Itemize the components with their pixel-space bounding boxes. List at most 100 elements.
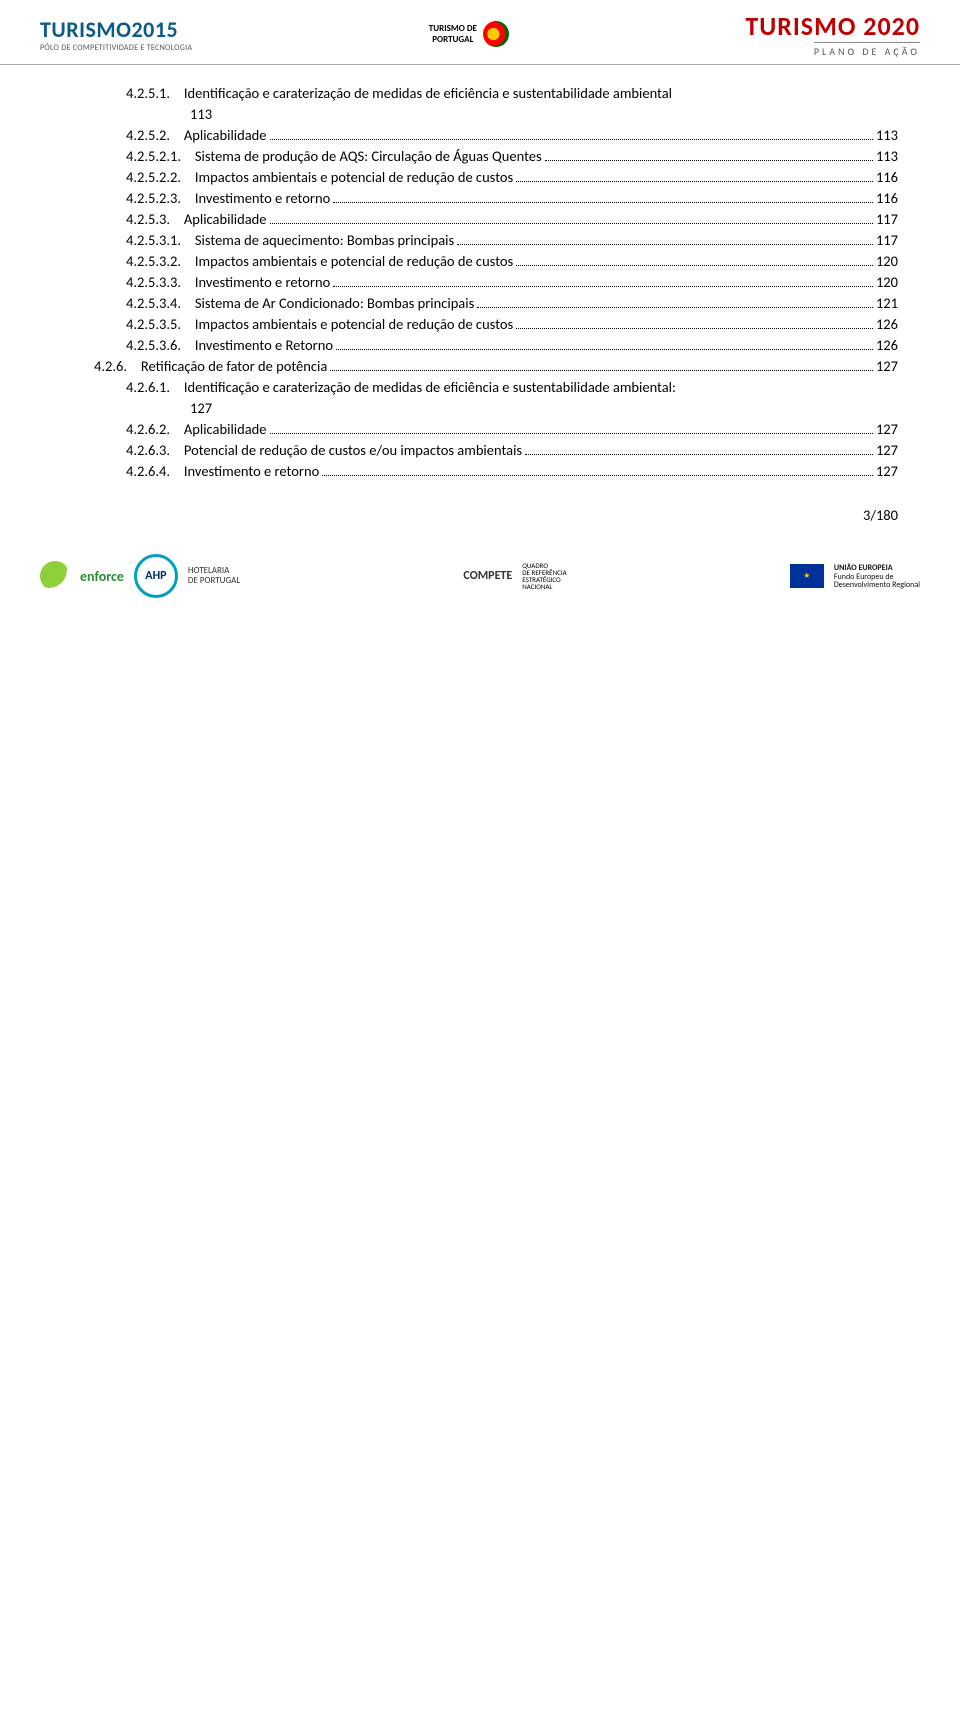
toc-extra-page: 127 [126,398,212,419]
toc-title: Impactos ambientais e potencial de reduç… [181,314,513,335]
toc-num: 4.2.5.2.2. [126,167,181,188]
hotelaria-text: HOTELARIA DE PORTUGAL [188,566,240,586]
toc-page: 117 [876,209,898,230]
toc-dots [333,286,873,287]
toc-title: Impactos ambientais e potencial de reduç… [181,251,513,272]
toc-num: 4.2.5.3.4. [126,293,181,314]
mid-top: TURISMO DE [429,23,477,34]
page-header: TURISMO2015 PÓLO DE COMPETITIVIDADE E TE… [0,0,960,65]
toc-num: 4.2.5.2.1. [126,146,181,167]
toc-title: Investimento e Retorno [181,335,333,356]
toc-num: 4.2.5.2. [126,125,170,146]
toc-dots [477,307,873,308]
toc-page: 127 [876,440,898,461]
enforce-logo: enforce [80,568,124,585]
toc-title: Sistema de aquecimento: Bombas principai… [181,230,454,251]
toc-title: Potencial de redução de custos e/ou impa… [170,440,522,461]
header-right-sub: PLANO DE AÇÃO [814,42,920,58]
toc-page: 126 [876,314,898,335]
toc-page: 120 [876,272,898,293]
toc-dots [516,181,873,182]
toc-num: 4.2.6.1. [126,377,170,398]
toc-entry: 4.2.5.2.1. Sistema de produção de AQS: C… [62,146,898,167]
toc-num: 4.2.5.3.3. [126,272,181,293]
toc-entry: 4.2.6.4. Investimento e retorno 127 [62,461,898,482]
toc-entry: 4.2.5.3. Aplicabilidade117 [62,209,898,230]
portugal-flag-icon [483,21,509,47]
toc-page: 113 [876,125,898,146]
toc-dots [333,202,873,203]
brand-text: TURISMO [40,16,132,43]
toc-num: 4.2.5.1. [126,83,170,104]
toc-entry: 4.2.5.2. Aplicabilidade 113 [62,125,898,146]
toc-dots [457,244,873,245]
fundo2: Desenvolvimento Regional [834,581,920,590]
footer-right: UNIÃO EUROPEIA Fundo Europeu de Desenvol… [790,563,920,591]
toc-page: 117 [876,230,898,251]
toc-dots [322,475,873,476]
toc-entry-extra: 127 [62,398,898,419]
footer-left: enforce AHP HOTELARIA DE PORTUGAL [40,554,240,598]
compete-logo: COMPETE [463,569,512,583]
toc-num: 4.2.5.3.2. [126,251,181,272]
toc-page: 127 [876,419,898,440]
toc-num: 4.2.6.4. [126,461,170,482]
toc-extra-page: 113 [126,104,212,125]
toc-dots [270,433,873,434]
brand-year: 2015 [132,16,179,43]
toc-title: Investimento e retorno [181,188,330,209]
toc-num: 4.2.6. [94,356,127,377]
toc-title: Aplicabilidade [170,209,266,230]
toc-title: Investimento e retorno [170,461,319,482]
toc-entry: 4.2.5.3.2. Impactos ambientais e potenci… [62,251,898,272]
toc-dots [270,139,873,140]
turismo2020-logo: TURISMO 2020 [745,10,920,42]
toc-page: 116 [876,167,898,188]
toc-entry: 4.2.5.3.3. Investimento e retorno 120 [62,272,898,293]
toc-title: Identificação e caraterização de medidas… [170,377,676,398]
toc-dots [516,328,873,329]
toc-title: Aplicabilidade [170,125,266,146]
turismo-portugal-text: TURISMO DE PORTUGAL [429,23,477,45]
toc-entry: 4.2.6.3. Potencial de redução de custos … [62,440,898,461]
toc-page: 113 [876,146,898,167]
toc-content: 4.2.5.1. Identificação e caraterização d… [0,65,960,492]
toc-entry: 4.2.6.1. Identificação e caraterização d… [62,377,898,398]
toc-page: 121 [876,293,898,314]
toc-page: 126 [876,335,898,356]
header-right-logo: TURISMO 2020 PLANO DE AÇÃO [745,10,920,58]
toc-entry: 4.2.5.1. Identificação e caraterização d… [62,83,898,104]
toc-dots [330,370,873,371]
toc-page: 120 [876,251,898,272]
toc-title: Identificação e caraterização de medidas… [170,83,672,104]
toc-title: Aplicabilidade [170,419,266,440]
toc-dots [516,265,873,266]
toc-title: Sistema de produção de AQS: Circulação d… [181,146,542,167]
toc-num: 4.2.6.2. [126,419,170,440]
fundo-text: Fundo Europeu de Desenvolvimento Regiona… [834,573,920,591]
header-mid-logo: TURISMO DE PORTUGAL [429,21,509,47]
toc-num: 4.2.6.3. [126,440,170,461]
toc-entry-extra: 113 [62,104,898,125]
toc-num: 4.2.5.3.6. [126,335,181,356]
ahp-logo: AHP [134,554,178,598]
toc-num: 4.2.5.3.1. [126,230,181,251]
toc-title: Retificação de fator de potência [127,356,327,377]
hotelaria-line2: DE PORTUGAL [188,576,240,586]
toc-title: Investimento e retorno [181,272,330,293]
page-footer: enforce AHP HOTELARIA DE PORTUGAL COMPET… [0,524,960,618]
toc-entry: 4.2.6.2. Aplicabilidade 127 [62,419,898,440]
page-number: 3/180 [0,492,960,524]
header-left-sub: PÓLO DE COMPETITIVIDADE E TECNOLOGIA [40,43,192,53]
toc-entry: 4.2.5.3.4. Sistema de Ar Condicionado: B… [62,293,898,314]
enforce-leaf-icon [40,561,70,591]
toc-num: 4.2.5.3.5. [126,314,181,335]
toc-entry: 4.2.5.2.2. Impactos ambientais e potenci… [62,167,898,188]
eu-text-block: UNIÃO EUROPEIA Fundo Europeu de Desenvol… [834,563,920,591]
toc-entry: 4.2.6. Retificação de fator de potência1… [62,356,898,377]
qren-logo: QUADRO DE REFERÊNCIA ESTRATÉGICO NACIONA… [522,562,566,590]
toc-entry: 4.2.5.2.3. Investimento e retorno116 [62,188,898,209]
toc-dots [545,160,873,161]
toc-page: 127 [876,461,898,482]
toc-title: Sistema de Ar Condicionado: Bombas princ… [181,293,474,314]
